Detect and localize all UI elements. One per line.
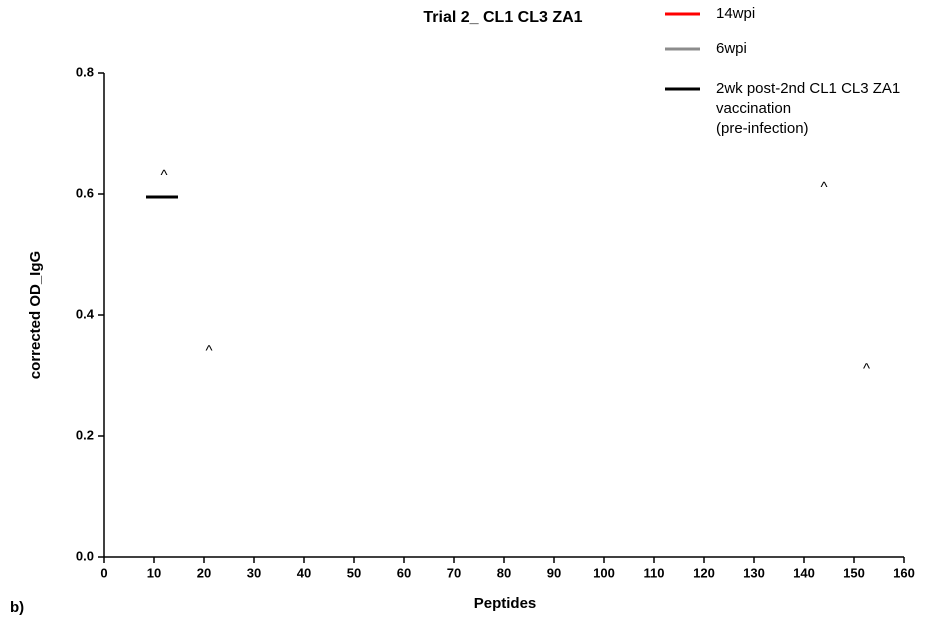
annotation: ^	[820, 179, 827, 196]
x-tick-label: 30	[247, 565, 261, 580]
x-tick-label: 110	[644, 565, 665, 580]
x-tick-label: 10	[147, 565, 161, 580]
legend-label: 2wk post-2nd CL1 CL3 ZA1 vaccination (pre-…	[716, 80, 900, 137]
x-tick-label: 160	[893, 565, 915, 580]
x-tick-label: 80	[497, 565, 511, 580]
annotation: ^	[160, 167, 167, 184]
y-tick-label: 0.0	[76, 548, 94, 563]
panel-label: b)	[10, 599, 24, 616]
y-tick-label: 0.2	[76, 427, 94, 442]
annotation: ^	[205, 342, 212, 359]
chart-title: Trial 2_ CL1 CL3 ZA1	[423, 9, 582, 26]
annotation: ^	[863, 360, 870, 377]
legend-label: 6wpi	[716, 40, 747, 57]
x-tick-label: 140	[793, 565, 815, 580]
x-tick-label: 130	[743, 565, 765, 580]
x-tick-label: 40	[297, 565, 311, 580]
y-tick-label: 0.6	[76, 185, 94, 200]
x-tick-label: 50	[347, 565, 361, 580]
y-tick-label: 0.8	[76, 64, 94, 79]
legend-label: 14wpi	[716, 5, 755, 22]
x-tick-label: 0	[100, 565, 107, 580]
x-tick-label: 100	[593, 565, 615, 580]
x-axis-label: Peptides	[474, 595, 537, 612]
x-tick-label: 20	[197, 565, 211, 580]
x-tick-label: 120	[693, 565, 715, 580]
x-tick-label: 70	[447, 565, 461, 580]
x-tick-label: 150	[843, 565, 865, 580]
x-tick-label: 60	[397, 565, 411, 580]
x-tick-label: 90	[547, 565, 561, 580]
y-axis-label: corrected OD_IgG	[27, 251, 44, 379]
y-tick-label: 0.4	[76, 306, 95, 321]
